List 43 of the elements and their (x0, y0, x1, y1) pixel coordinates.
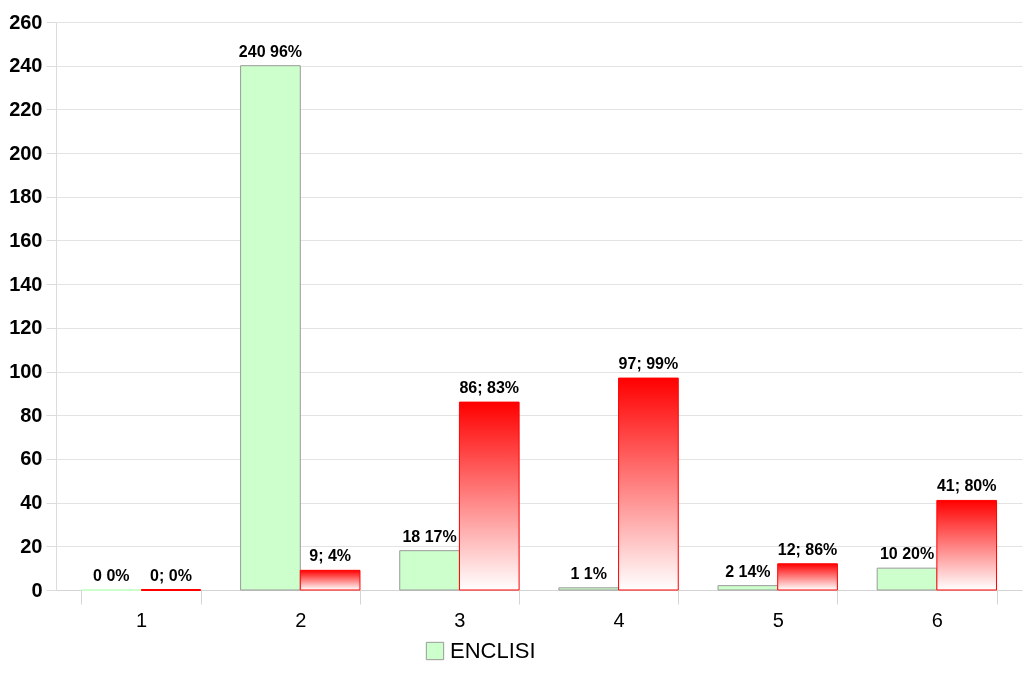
data-label: 1 1% (570, 564, 607, 582)
legend-label: ENCLISI (450, 638, 536, 663)
data-label: 18 17% (402, 527, 457, 545)
y-tick-label: 160 (9, 228, 43, 251)
data-label: 86; 83% (459, 379, 520, 397)
y-tick-label: 200 (9, 141, 43, 164)
y-tick-label: 240 (9, 54, 43, 77)
bar (717, 585, 779, 591)
bar (458, 401, 520, 591)
x-tick-label: 4 (613, 608, 625, 631)
x-tick-label: 6 (931, 608, 943, 631)
y-tick-label: 0 (31, 578, 43, 601)
y-tick-label: 20 (20, 534, 43, 557)
y-tick-label: 40 (20, 491, 43, 514)
y-tick-label: 180 (9, 185, 43, 208)
bar (240, 65, 301, 591)
y-tick-label: 140 (9, 272, 43, 295)
x-tick-label: 2 (295, 608, 307, 631)
bar (299, 569, 361, 591)
y-tick-label: 80 (20, 403, 43, 426)
x-tick-label: 3 (454, 608, 466, 631)
data-label: 0 0% (93, 567, 130, 584)
y-tick-label: 120 (9, 316, 43, 339)
bar (558, 587, 620, 591)
data-label: 240 96% (238, 42, 303, 60)
data-label: 9; 4% (309, 547, 352, 565)
data-label: 12; 86% (777, 540, 838, 558)
y-tick-label: 100 (9, 360, 43, 383)
data-label: 2 14% (725, 562, 771, 580)
bar (618, 377, 679, 591)
bar (399, 550, 460, 591)
y-tick-label: 220 (9, 97, 43, 120)
data-label: 0; 0% (150, 567, 192, 584)
bar (936, 499, 998, 591)
y-tick-label: 260 (9, 10, 43, 33)
bar (876, 567, 938, 591)
data-label: 97; 99% (618, 355, 679, 373)
y-tick-label: 60 (20, 447, 43, 470)
x-tick-label: 5 (772, 608, 784, 631)
bar (777, 563, 838, 591)
x-tick-label: 1 (136, 608, 148, 631)
data-label: 10 20% (879, 545, 935, 563)
data-label: 41; 80% (936, 477, 997, 495)
